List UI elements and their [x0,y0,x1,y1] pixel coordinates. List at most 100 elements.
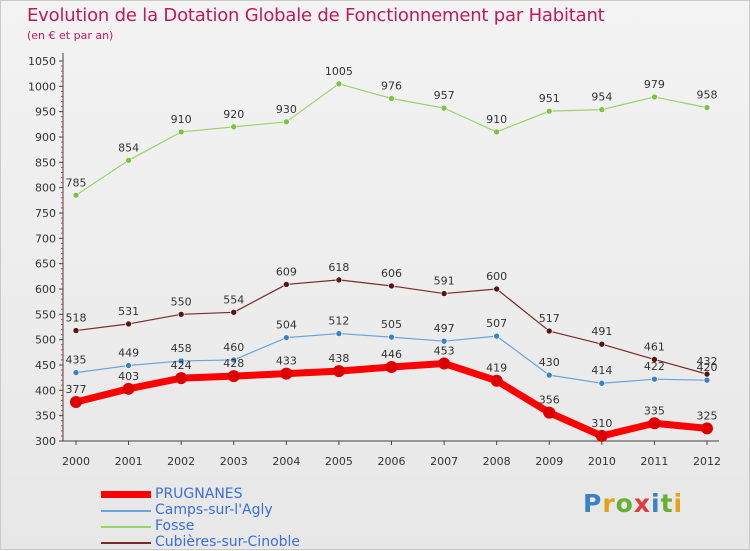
data-label: 453 [434,344,455,357]
data-point [388,282,395,290]
y-tick-label: 1050 [28,55,56,68]
data-label: 785 [66,176,87,189]
data-label: 461 [644,340,665,353]
data-point [388,95,395,102]
data-point [230,356,238,364]
data-point [440,104,448,112]
data-label: 618 [328,261,349,274]
proxiti-logo: Proxiti [583,489,683,518]
legend-item: Fosse [101,518,401,535]
data-point [438,357,451,370]
data-label: 930 [276,103,297,116]
data-point [545,371,553,379]
data-label: 958 [697,89,718,102]
data-point [177,311,185,318]
logo-letter: r [602,489,616,518]
data-point [70,395,82,408]
x-tick-label: 2009 [535,455,563,468]
y-tick-label: 450 [35,359,56,372]
legend-swatch [101,542,151,544]
data-label: 554 [223,293,244,306]
y-tick-label: 1000 [28,80,56,93]
data-label: 356 [539,394,560,407]
data-label: 435 [66,354,87,367]
x-tick-label: 2000 [62,455,90,468]
x-tick-label: 2006 [378,455,406,468]
y-tick-label: 650 [35,258,56,271]
data-label: 609 [276,265,297,278]
data-point [72,327,80,334]
data-label: 1005 [325,65,353,78]
data-label: 310 [591,417,612,430]
data-point [545,327,553,335]
y-tick-label: 500 [35,334,56,347]
logo-letter: t [660,489,674,518]
y-tick-label: 900 [35,131,56,144]
x-tick-label: 2003 [220,455,248,468]
data-label: 591 [434,275,455,288]
data-point [598,106,606,113]
data-label: 951 [539,92,560,105]
logo-letter: i [651,489,661,518]
data-point [280,367,293,380]
data-point [651,93,658,101]
data-point [598,340,606,348]
data-point [598,379,606,387]
data-point [440,290,448,297]
data-point [545,107,553,115]
data-label: 504 [276,319,297,332]
legend-swatch [101,510,151,512]
data-point [72,369,80,376]
legend-swatch [101,491,151,498]
data-label: 854 [118,141,139,154]
data-label: 518 [66,312,87,325]
data-point [230,309,238,316]
data-point [283,334,290,341]
x-tick-label: 2008 [483,455,511,468]
data-point [493,128,500,136]
data-point [175,372,188,385]
y-tick-label: 550 [35,308,56,321]
data-point [177,357,185,365]
y-tick-label: 400 [35,384,56,397]
legend-item: Camps-sur-l'Agly [101,502,401,519]
data-label: 428 [223,357,244,370]
logo-letter: i [673,489,684,518]
data-label: 920 [223,108,244,121]
x-tick-label: 2010 [588,455,616,468]
data-label: 531 [118,305,139,318]
data-point [651,375,658,383]
data-label: 432 [697,355,718,368]
data-point [125,362,132,369]
y-tick-label: 800 [35,182,56,195]
data-label: 422 [644,360,665,373]
data-label: 505 [381,318,402,331]
data-point [125,157,132,164]
data-label: 446 [381,348,402,361]
data-point [283,118,290,126]
data-label: 957 [434,89,455,102]
data-label: 512 [328,315,349,328]
data-point [332,365,345,378]
legend-swatch [101,526,151,528]
data-label: 419 [486,362,507,375]
legend-label: Camps-sur-l'Agly [155,502,273,518]
y-tick-label: 300 [35,435,56,448]
data-point [648,417,661,430]
legend-label: Fosse [155,518,195,534]
data-label: 976 [381,79,402,92]
y-tick-label: 950 [35,106,56,119]
data-label: 424 [171,359,192,372]
data-point [122,382,135,395]
x-tick-label: 2004 [272,455,300,468]
legend-label: Cubières-sur-Cinoble [155,534,301,550]
x-tick-label: 2005 [325,455,353,468]
data-label: 910 [486,113,507,126]
data-point [701,422,713,435]
data-label: 458 [171,342,192,355]
data-label: 420 [697,361,718,374]
x-tick-label: 2011 [640,455,668,468]
y-tick-label: 850 [35,156,56,169]
